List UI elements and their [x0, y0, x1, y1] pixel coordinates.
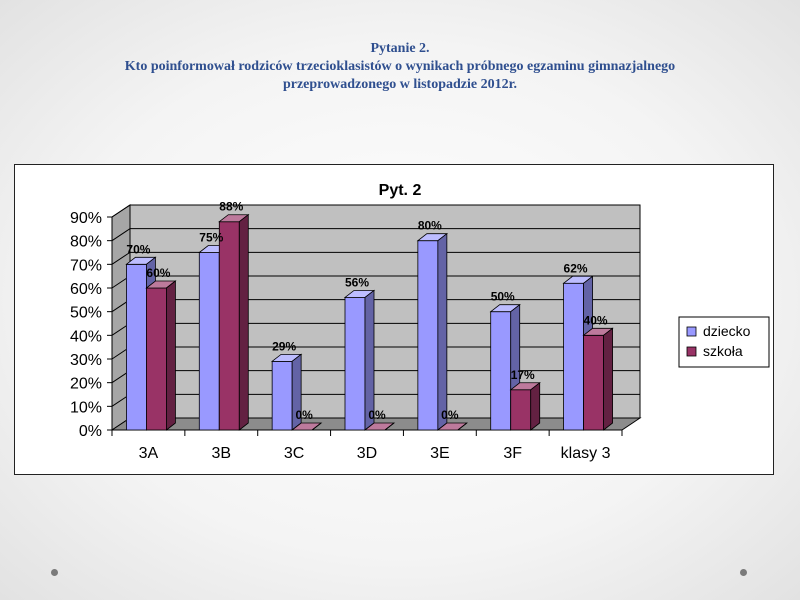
bar-side	[437, 232, 448, 431]
data-label: 80%	[418, 219, 442, 233]
gridline	[111, 251, 640, 265]
y-tick-label: 20%	[70, 376, 102, 393]
bar-szkoła-3F	[510, 389, 532, 431]
y-tick-label: 90%	[70, 210, 102, 227]
y-tick-label: 10%	[70, 399, 102, 416]
data-label: 75%	[199, 231, 223, 245]
legend-swatch-szkoła	[686, 346, 697, 357]
x-axis: 3A 3B 3C 3D 3E 3F klasy 3	[111, 429, 623, 462]
legend-label-dziecko: dziecko	[703, 323, 751, 339]
bar-dziecko-klasy 3	[563, 282, 584, 431]
bar-dziecko-3A	[126, 263, 147, 431]
x-tick-label: 3B	[211, 445, 231, 462]
data-label: 17%	[511, 368, 535, 382]
y-axis: 0% 10% 20% 30% 40% 50% 60% 70% 80% 90%	[70, 210, 113, 440]
data-label: 0%	[295, 408, 313, 422]
chart-walls	[110, 204, 642, 431]
slide-bullet-dot-left	[51, 569, 58, 576]
slide-title: Pytanie 2. Kto poinformował rodziców trz…	[40, 40, 760, 94]
y-tick-label: 70%	[70, 257, 102, 274]
data-label: 0%	[441, 408, 459, 422]
bar-szkoła-3B	[218, 221, 240, 431]
data-label: 70%	[126, 242, 150, 256]
data-label: 0%	[368, 408, 386, 422]
bar-dziecko-3F	[490, 311, 512, 431]
gridline	[111, 204, 640, 218]
bar-chart: Pyt. 2 0%10%20%30%40%50%60%70%80%90% 3A 3…	[70, 182, 770, 462]
data-label: 56%	[345, 275, 369, 289]
bar-side	[166, 280, 176, 431]
y-tick-label: 50%	[70, 305, 102, 322]
legend-label-szkoła: szkoła	[703, 343, 743, 359]
y-tick-label: 60%	[70, 281, 102, 298]
x-tick-label: 3D	[357, 445, 377, 462]
chart-frame: Pyt. 2 0% 10% 20% 30% 40% 50% 60% 70% 80% 90% 3A 3…	[14, 164, 774, 475]
question-line-2: przeprowadzonego w listopadzie 2012r.	[282, 77, 518, 92]
y-tick-label: 0%	[79, 423, 102, 440]
question-label: Pytanie 2.	[370, 41, 430, 56]
bars	[125, 213, 614, 431]
x-tick-label: klasy 3	[561, 445, 611, 462]
question-line-1: Kto poinformował rodziców trzecioklasist…	[124, 59, 676, 74]
y-tick-label: 40%	[70, 328, 102, 345]
x-tick-label: 3C	[284, 445, 304, 462]
x-tick-label: 3A	[139, 445, 159, 462]
bar-side	[384, 422, 395, 431]
bar-dziecko-3B	[198, 252, 220, 431]
bar-side	[311, 422, 322, 431]
slide-bullet-dot-right	[740, 569, 747, 576]
bar-side	[530, 381, 541, 431]
bar-szkoła-3A	[146, 287, 167, 431]
y-tick-label: 30%	[70, 352, 102, 369]
x-tick-label: 3E	[430, 445, 450, 462]
legend: dziecko szkoła	[678, 316, 770, 368]
bar-dziecko-3D	[344, 297, 366, 431]
x-tick-label: 3F	[503, 445, 522, 462]
data-label: 29%	[272, 339, 296, 353]
bar-szkoła-klasy 3	[583, 334, 604, 431]
gridline	[111, 228, 640, 242]
bar-side	[603, 327, 613, 431]
y-tick-label: 80%	[70, 234, 102, 251]
chart-title: Pyt. 2	[379, 182, 422, 199]
legend-box	[678, 316, 770, 368]
data-label: 62%	[564, 261, 588, 275]
data-label: 60%	[146, 266, 170, 280]
legend-swatch-dziecko	[686, 326, 697, 337]
bar-dziecko-3E	[417, 240, 439, 431]
bar-side	[457, 422, 468, 431]
data-label: 50%	[491, 290, 515, 304]
bar-side	[238, 213, 249, 431]
data-label: 40%	[584, 313, 608, 327]
data-labels: 70% 60% 75% 88% 29% 0% 56% 0% 80% 0% 50% 17% 62% 40%	[126, 200, 607, 422]
data-label: 88%	[219, 200, 243, 214]
bar-dziecko-3C	[271, 360, 293, 431]
